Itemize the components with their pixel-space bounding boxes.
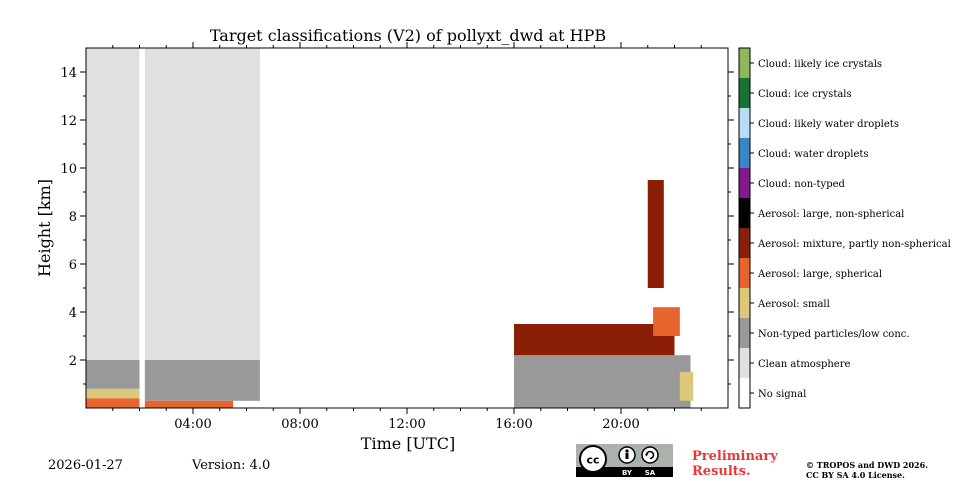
class-region xyxy=(86,360,140,389)
x-axis: 04:00 08:00 12:00 16:00 20:00 xyxy=(112,42,702,432)
class-region xyxy=(144,48,260,360)
preliminary-line-2: Results. xyxy=(692,464,751,479)
y-tick-label: 8 xyxy=(69,210,77,225)
class-region xyxy=(653,307,680,336)
x-tick-label: 20:00 xyxy=(602,417,639,432)
colorbar-swatch xyxy=(739,78,750,108)
copyright-line-2: CC BY SA 4.0 License. xyxy=(806,470,905,480)
x-tick-label: 04:00 xyxy=(174,417,211,432)
preliminary-notice: Preliminary Results. xyxy=(692,449,778,479)
colorbar-label: Aerosol: large, spherical xyxy=(757,269,882,280)
class-region xyxy=(86,398,140,408)
chart-title: Target classifications (V2) of pollyxt_d… xyxy=(210,26,606,45)
colorbar-swatch xyxy=(739,258,750,288)
colorbar-label: Cloud: ice crystals xyxy=(758,89,852,100)
colorbar-swatch xyxy=(739,108,750,138)
colorbar-swatch xyxy=(739,378,750,408)
colorbar-label: Cloud: likely water droplets xyxy=(758,119,899,130)
colorbar-label: No signal xyxy=(758,389,806,400)
colorbar-label: Aerosol: small xyxy=(757,299,830,310)
colorbar-label: Non-typed particles/low conc. xyxy=(758,329,910,340)
svg-text:SA: SA xyxy=(645,469,656,477)
class-region xyxy=(144,360,260,401)
x-tick-label: 16:00 xyxy=(495,417,532,432)
y-tick-label: 10 xyxy=(60,162,77,177)
y-tick-label: 4 xyxy=(69,306,77,321)
plot-area xyxy=(86,48,694,408)
class-region xyxy=(86,48,140,360)
x-tick-label: 08:00 xyxy=(281,417,318,432)
copyright-notice: © TROPOS and DWD 2026. CC BY SA 4.0 Lice… xyxy=(806,460,928,480)
class-region xyxy=(647,180,664,288)
colorbar-swatch xyxy=(739,198,750,228)
y-tick-label: 12 xyxy=(60,114,77,129)
class-region xyxy=(514,324,675,356)
svg-text:BY: BY xyxy=(622,469,633,477)
class-region xyxy=(679,372,694,401)
colorbar-swatch xyxy=(739,348,750,378)
colorbar-label: Aerosol: mixture, partly non-spherical xyxy=(757,239,951,250)
colorbar-swatch xyxy=(739,48,750,78)
date-label: 2026-01-27 xyxy=(48,458,123,473)
class-region xyxy=(86,388,140,399)
colorbar-label: Cloud: non-typed xyxy=(758,179,846,190)
y-tick-label: 14 xyxy=(60,66,77,81)
colorbar-swatch xyxy=(739,138,750,168)
class-region xyxy=(144,400,234,408)
class-region xyxy=(514,355,691,408)
svg-text:cc: cc xyxy=(586,454,599,467)
y-tick-label: 6 xyxy=(69,258,77,273)
copyright-line-1: © TROPOS and DWD 2026. xyxy=(806,460,928,470)
colorbar-swatch xyxy=(739,318,750,348)
colorbar-label: Cloud: likely ice crystals xyxy=(758,59,882,70)
version-label: Version: 4.0 xyxy=(192,458,271,473)
y-axis-label: Height [km] xyxy=(35,179,54,277)
colorbar-label: Cloud: water droplets xyxy=(758,149,869,160)
colorbar: No signal Clean atmosphere Non-typed parti… xyxy=(738,47,951,409)
x-tick-label: 12:00 xyxy=(388,417,425,432)
cc-by-sa-icon: cc BY SA xyxy=(576,444,673,477)
colorbar-swatch xyxy=(739,288,750,318)
y-axis: 2 4 6 8 10 12 14 xyxy=(60,66,734,385)
y-tick-label: 2 xyxy=(69,354,77,369)
colorbar-swatch xyxy=(739,168,750,198)
colorbar-label: Aerosol: large, non-spherical xyxy=(757,209,904,220)
x-axis-label: Time [UTC] xyxy=(361,434,455,453)
preliminary-line-1: Preliminary xyxy=(692,449,778,464)
colorbar-frame xyxy=(738,47,751,409)
colorbar-label: Clean atmosphere xyxy=(758,359,851,370)
colorbar-swatch xyxy=(739,228,750,258)
